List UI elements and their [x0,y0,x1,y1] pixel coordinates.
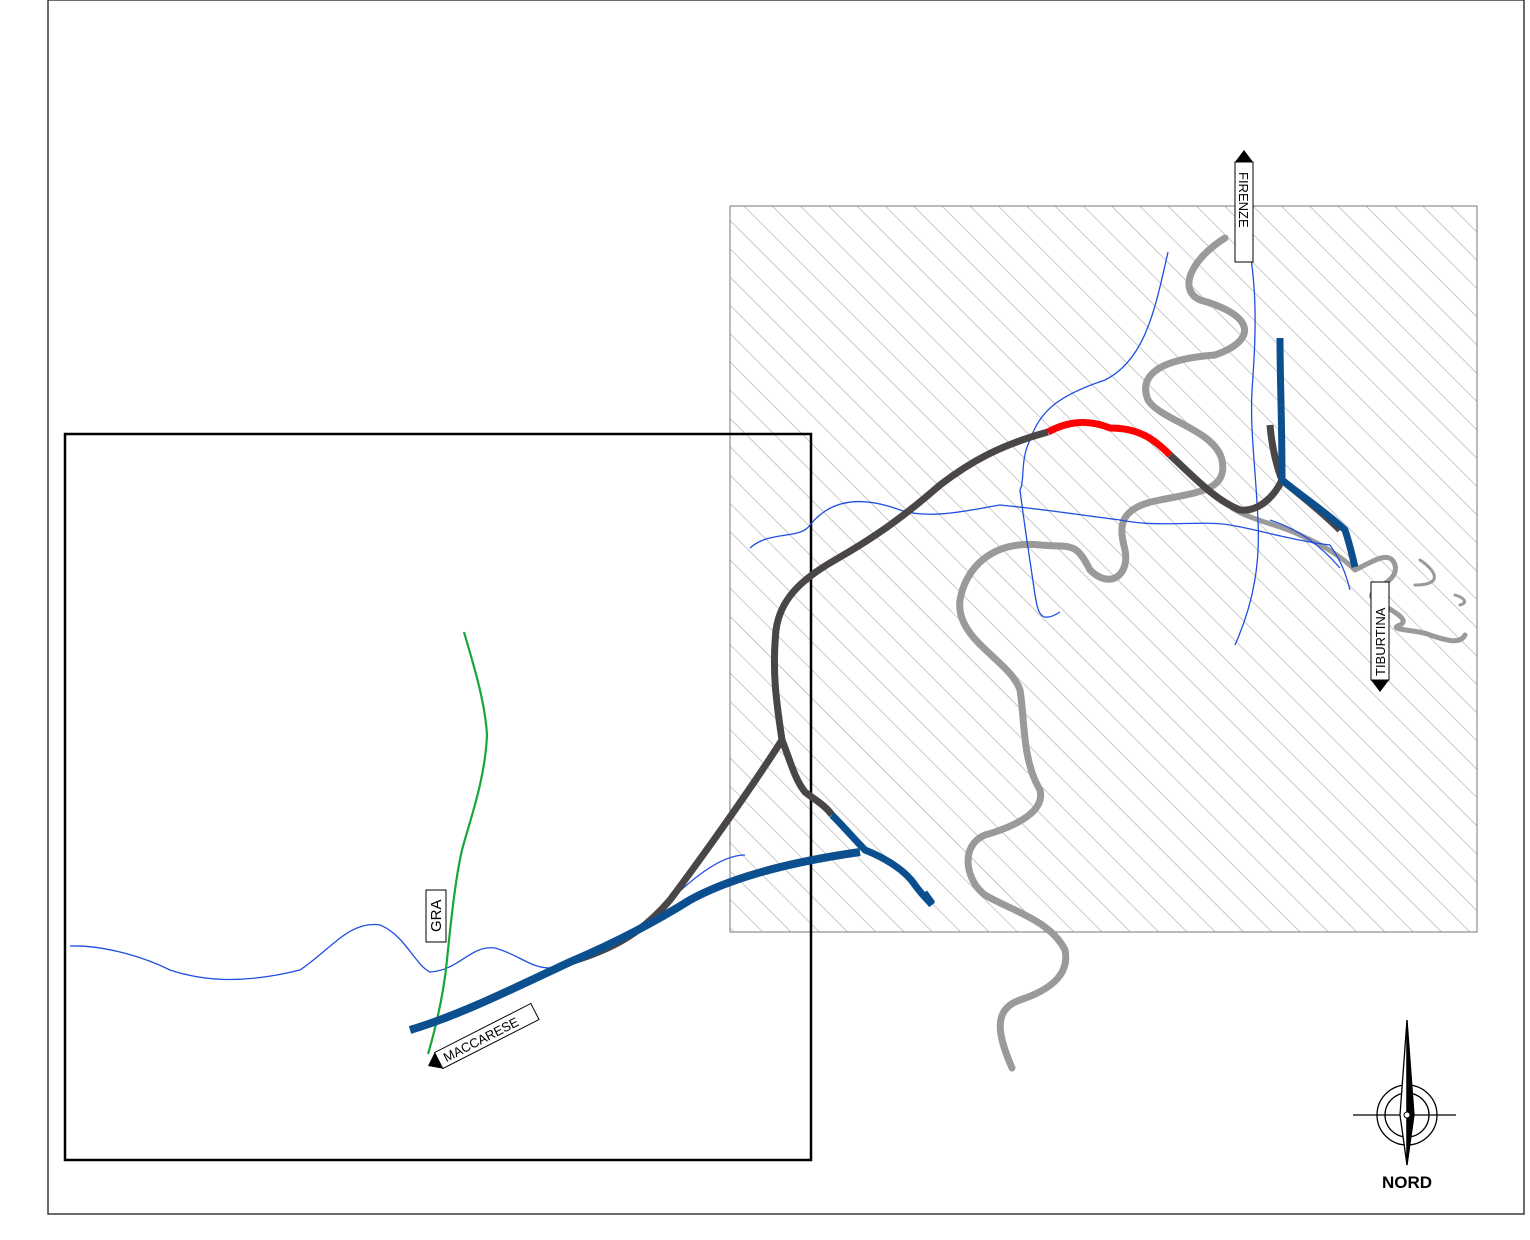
label-gra-text: GRA [428,899,445,932]
road-east-spur [1329,544,1351,591]
label-box [433,1002,540,1070]
label-firenze: FIRENZE [1234,150,1254,263]
river-branch-east-stub [1453,593,1467,607]
gra-ring-road [426,631,489,1055]
railway-blue-maccarese [408,848,861,1034]
railway-blue-south-fork [829,812,935,908]
label-tiburtina-text: TIBURTINA [1373,607,1388,676]
label-tiburtina: TIBURTINA [1370,581,1390,692]
direction-arrow-icon [428,1052,443,1069]
railway-blue-tiburtina [1276,337,1359,568]
river-main [956,234,1248,1072]
road-west [69,923,551,981]
north-arrow-icon [1353,1019,1456,1166]
label-firenze-text: FIRENZE [1236,172,1251,228]
direction-arrow-icon [1235,150,1253,162]
road-north-a [1019,251,1169,618]
road-north-b [1234,251,1260,646]
label-box [1234,161,1254,263]
label-box [1370,581,1390,681]
label-gra: GRA [425,889,447,943]
railway-main-existing [568,428,1049,966]
railway-branch-existing [778,738,835,818]
map-frame [47,0,1525,1215]
railway-existing-east [1167,424,1286,514]
direction-arrow-icon [1371,680,1389,692]
road-tiburtina-link [1269,519,1341,569]
railway-blue-south-end [922,890,936,905]
north-label: NORD [1382,1173,1432,1192]
river-branch-small [1413,558,1436,587]
road-cross-east [749,500,1331,549]
label-maccarese-text: MACCARESE [441,1014,521,1065]
label-maccarese: MACCARESE [428,1002,540,1070]
label-box [425,889,447,943]
railway-new-section [1046,418,1173,458]
